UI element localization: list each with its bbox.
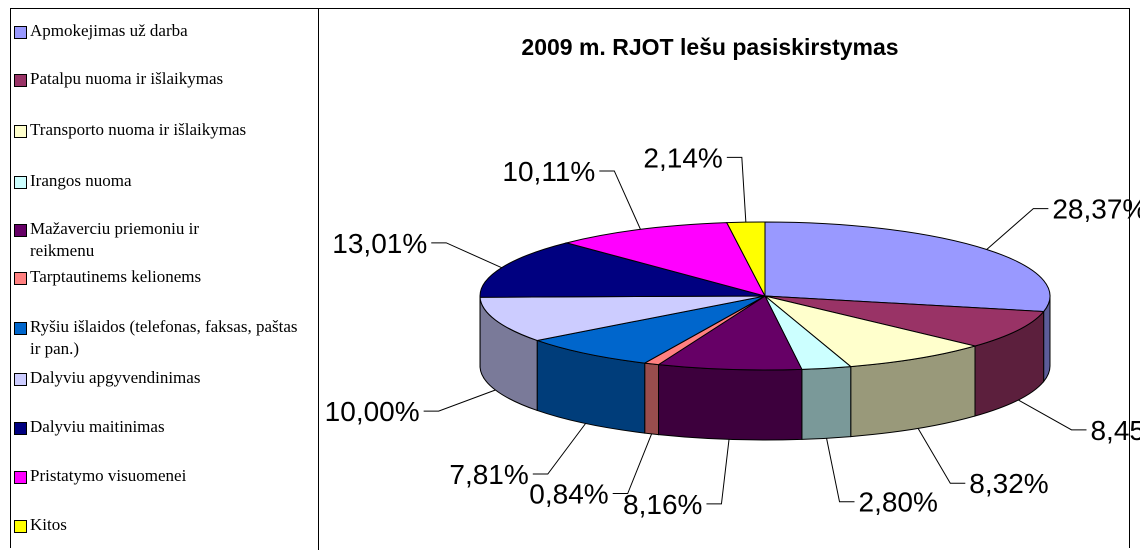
data-label: 10,00%	[325, 396, 420, 427]
leader-line	[1017, 399, 1087, 431]
legend-label: Apmokejimas už darba	[30, 21, 188, 40]
pie-slice	[764, 295, 977, 368]
pie-slice-side	[801, 366, 852, 440]
legend-label: Tarptautinems kelionems	[30, 267, 202, 286]
pie-slice	[764, 221, 1051, 313]
legend-label: Ryšiu išlaidos (telefonas, faksas, pašta…	[30, 317, 298, 358]
data-label: 7,81%	[449, 459, 528, 490]
legend-label: Pristatymo visuomenei	[30, 466, 187, 485]
leader-line	[917, 428, 966, 484]
leader-line	[612, 433, 653, 495]
legend-swatch	[14, 26, 27, 39]
data-label: 8,16%	[623, 489, 702, 520]
pie-slice	[564, 222, 766, 297]
legend-swatch	[14, 422, 27, 435]
legend-swatch	[14, 322, 27, 335]
legend-swatch	[14, 176, 27, 189]
legend-label: Mažaverciu priemoniu ir reikmenu	[30, 219, 199, 260]
data-label: 10,11%	[502, 156, 595, 187]
legend-swatch	[14, 520, 27, 533]
legend-swatch	[14, 74, 27, 87]
legend-label: Dalyviu apgyvendinimas	[30, 368, 201, 387]
leader-line	[706, 439, 730, 505]
pie-slice	[725, 221, 766, 297]
legend-label: Kitos	[30, 515, 67, 534]
leader-line	[431, 242, 502, 269]
chart-title: 2009 m. RJOT lešu pasiskirstymas	[521, 34, 898, 60]
data-label: 28,37%	[1052, 194, 1140, 225]
legend-swatch	[14, 224, 27, 237]
legend-swatch	[14, 272, 27, 285]
leader-line	[826, 438, 855, 503]
legend-label: Patalpu nuoma ir išlaikymas	[30, 69, 224, 88]
pie-slice-side	[658, 364, 803, 441]
pie-slice	[479, 295, 766, 341]
leader-line	[423, 389, 496, 412]
data-label: 13,01%	[332, 228, 427, 259]
legend-swatch	[14, 471, 27, 484]
leader-line	[532, 423, 586, 475]
data-label: 8,32%	[969, 468, 1048, 499]
legend-separator	[318, 8, 319, 550]
legend-label: Irangos nuoma	[30, 171, 132, 190]
data-label: 2,14%	[643, 142, 722, 173]
data-label: 0,84%	[529, 479, 608, 510]
legend-swatch	[14, 373, 27, 386]
legend-swatch	[14, 125, 27, 138]
leader-line	[726, 156, 747, 223]
pie-slice	[764, 295, 1045, 347]
data-label: 2,80%	[859, 487, 938, 518]
leader-line	[986, 208, 1049, 250]
pie-slice	[535, 295, 766, 364]
pie-slice	[657, 295, 803, 371]
frame	[10, 8, 1130, 548]
pie-slice	[479, 242, 766, 298]
legend-label: Transporto nuoma ir išlaikymas	[30, 120, 247, 139]
pie-slice-side	[644, 362, 660, 436]
leader-line	[599, 170, 641, 230]
legend-label: Dalyviu maitinimas	[30, 417, 165, 436]
data-label: 8,45%	[1090, 415, 1140, 446]
